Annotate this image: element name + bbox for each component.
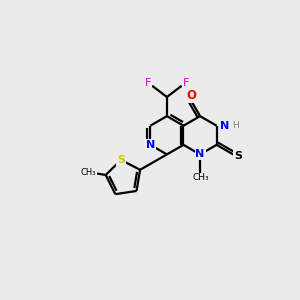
Text: F: F	[145, 78, 151, 88]
Text: N: N	[146, 140, 155, 150]
Text: N: N	[195, 149, 205, 159]
Text: S: S	[117, 155, 125, 165]
Text: N: N	[220, 121, 230, 131]
Text: CH₃: CH₃	[81, 168, 96, 177]
Text: F: F	[183, 78, 189, 88]
Text: S: S	[234, 151, 242, 161]
Text: CH₃: CH₃	[192, 173, 209, 182]
Text: H: H	[232, 121, 239, 130]
Text: O: O	[186, 89, 196, 102]
